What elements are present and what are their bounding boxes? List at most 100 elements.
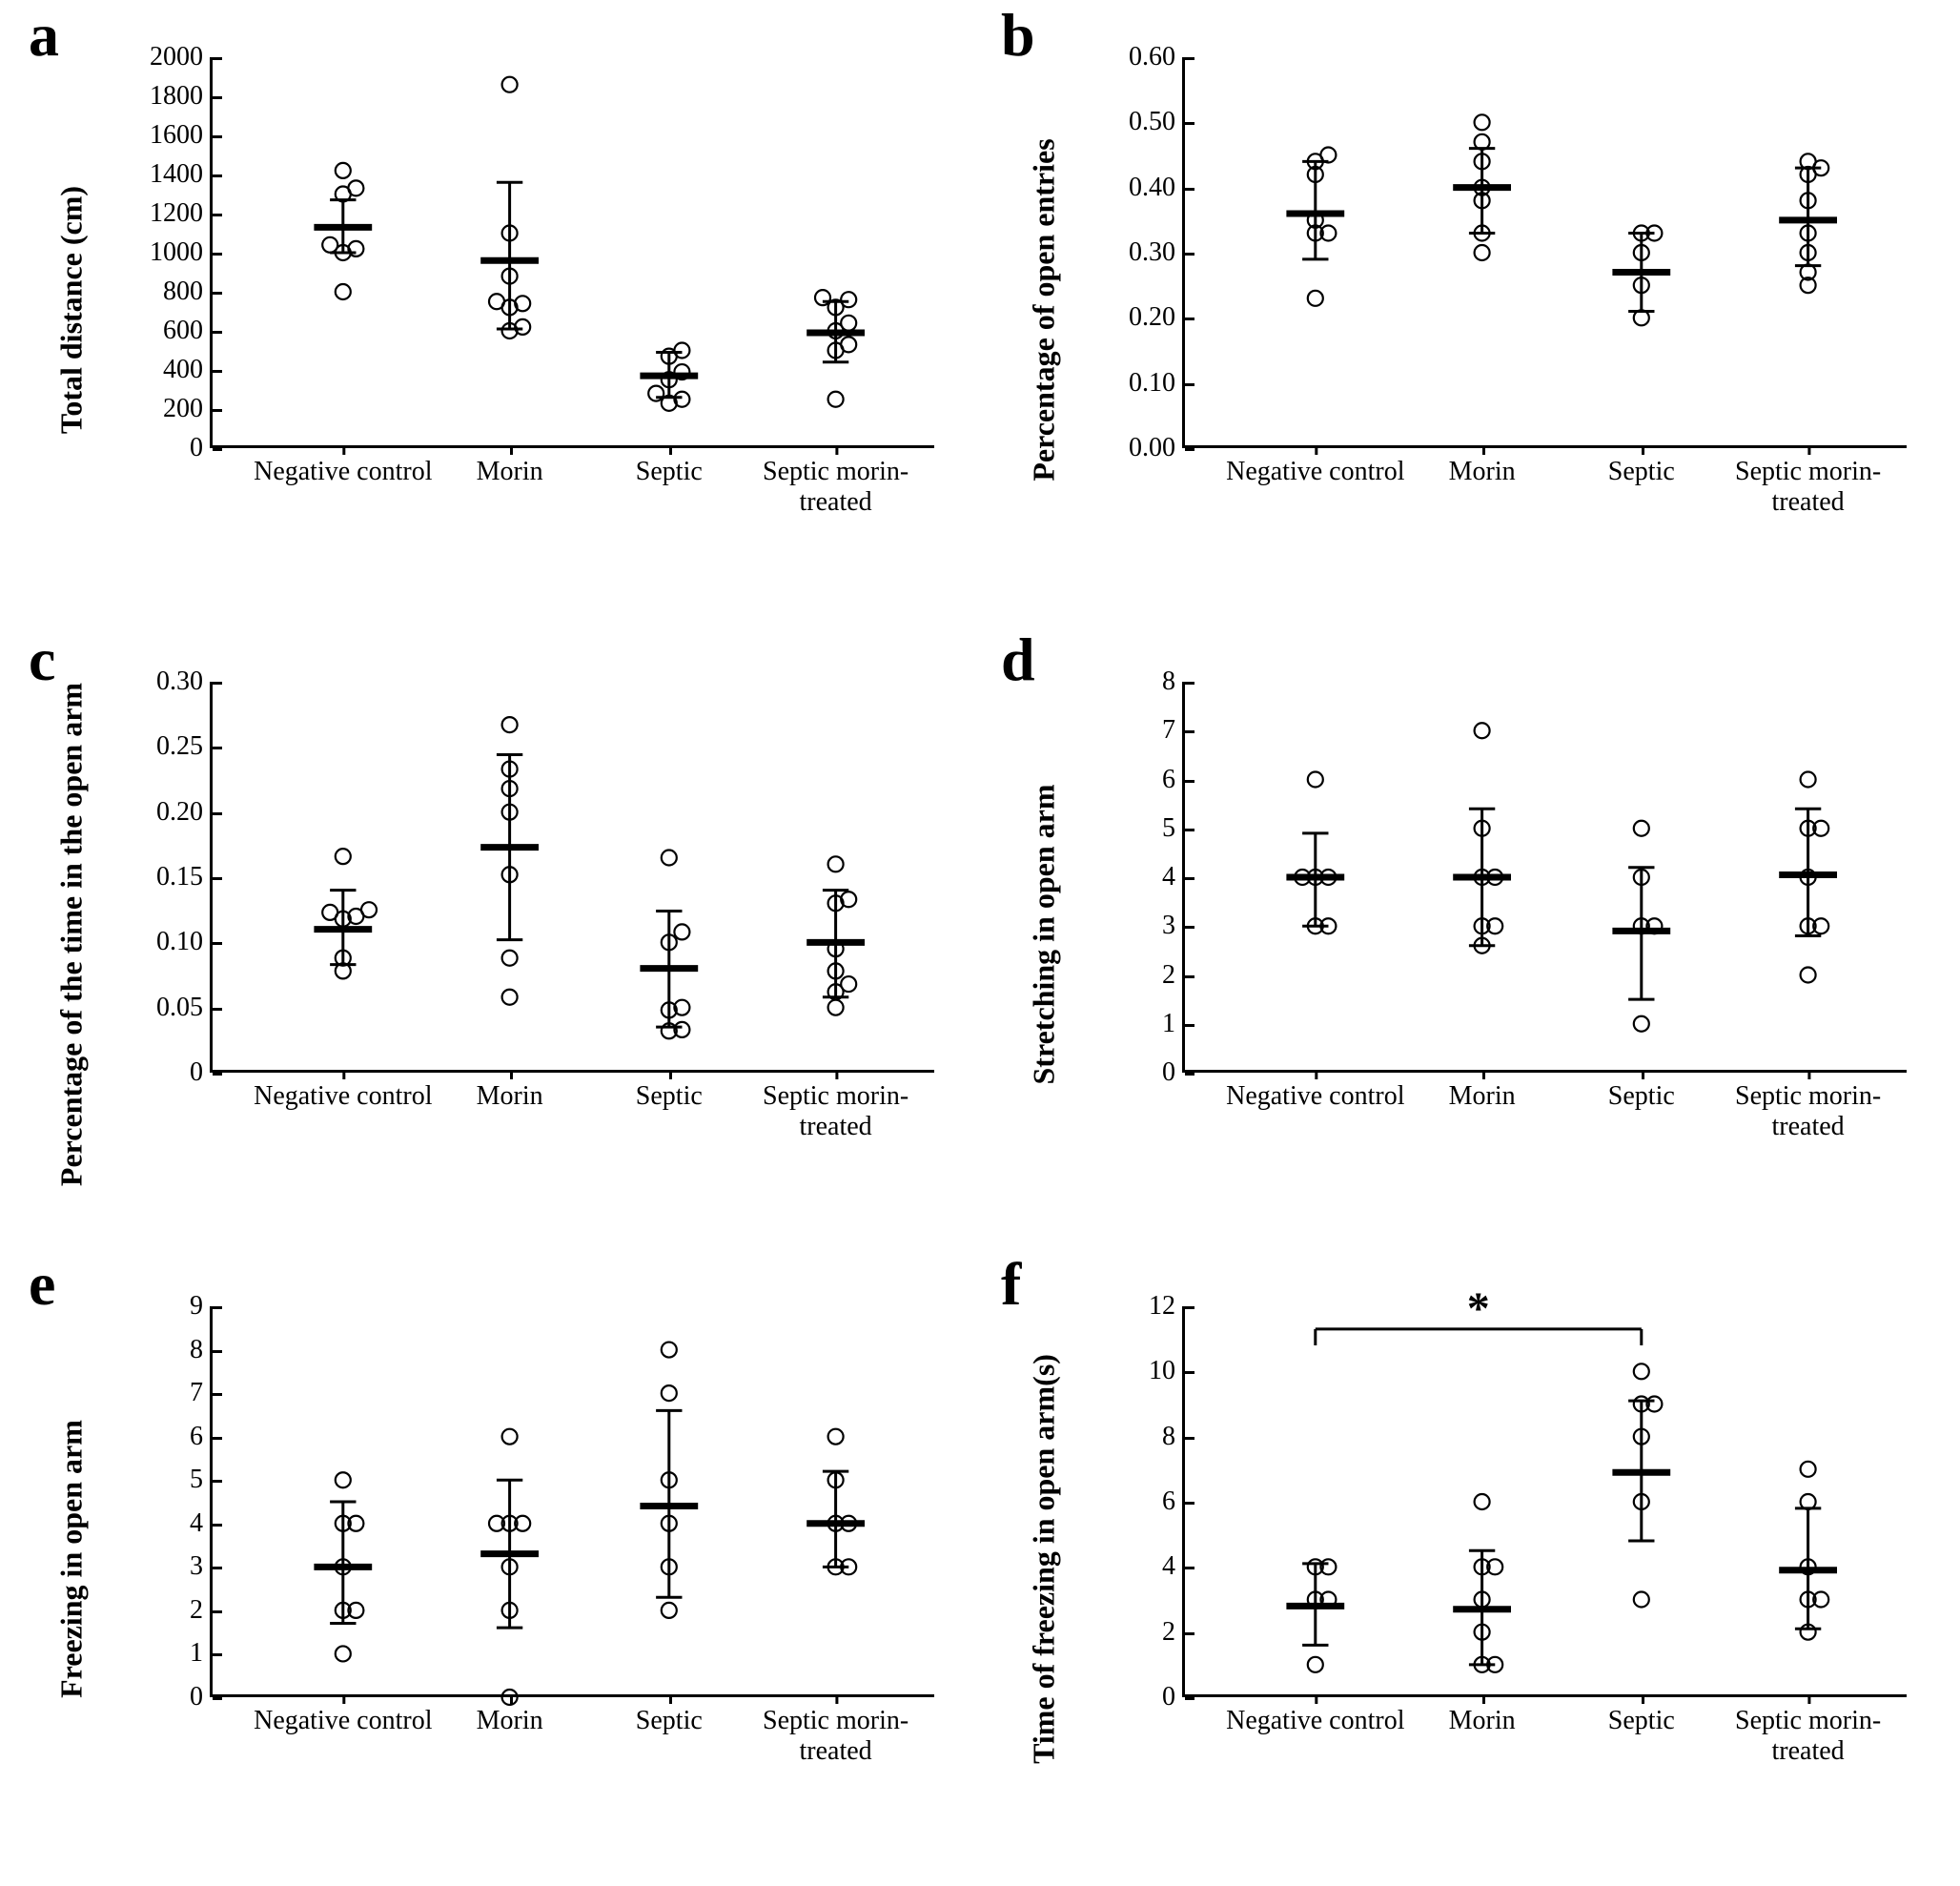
chart-svg bbox=[213, 1306, 937, 1697]
y-tick: 4 bbox=[190, 1508, 213, 1539]
data-point bbox=[322, 237, 337, 253]
y-tick: 6 bbox=[1162, 765, 1185, 795]
y-tick: 0.50 bbox=[1129, 107, 1185, 137]
y-tick: 2 bbox=[190, 1595, 213, 1626]
x-tick: Morin bbox=[1449, 1706, 1516, 1736]
plot-area: 00.050.100.150.200.250.30Negative contro… bbox=[210, 682, 934, 1073]
data-point bbox=[828, 1000, 844, 1015]
y-tick: 0.20 bbox=[1129, 302, 1185, 333]
x-tick: Septic bbox=[636, 457, 703, 487]
x-tick: Negative control bbox=[254, 1081, 432, 1112]
data-point bbox=[322, 905, 337, 920]
data-point bbox=[502, 990, 518, 1005]
x-tick: Negative control bbox=[1226, 457, 1404, 487]
x-tick: Negative control bbox=[254, 457, 432, 487]
data-point bbox=[828, 1429, 844, 1445]
data-point bbox=[361, 902, 377, 917]
panel-b: b0.000.100.200.300.400.500.60Negative co… bbox=[991, 10, 1945, 610]
plot-area: 024681012Negative controlMorinSepticSept… bbox=[1182, 1306, 1907, 1697]
data-point bbox=[674, 924, 689, 939]
x-tick: Septic morin- treated bbox=[763, 1081, 909, 1142]
y-tick: 0.40 bbox=[1129, 173, 1185, 203]
y-tick: 8 bbox=[1162, 666, 1185, 697]
y-tick: 12 bbox=[1149, 1291, 1185, 1322]
chart-svg bbox=[213, 57, 937, 448]
y-tick: 10 bbox=[1149, 1356, 1185, 1386]
chart-svg bbox=[1185, 682, 1909, 1073]
y-tick: 1000 bbox=[150, 237, 213, 268]
y-tick: 8 bbox=[190, 1335, 213, 1365]
y-tick: 0.30 bbox=[1129, 237, 1185, 268]
y-tick: 0 bbox=[190, 433, 213, 463]
data-point bbox=[336, 284, 351, 299]
data-point bbox=[336, 1472, 351, 1487]
y-tick: 200 bbox=[163, 394, 213, 424]
y-tick: 0.15 bbox=[156, 862, 213, 892]
data-point bbox=[828, 392, 844, 407]
x-tick: Septic morin- treated bbox=[763, 1706, 909, 1767]
y-tick: 1200 bbox=[150, 198, 213, 229]
x-tick: Septic bbox=[636, 1081, 703, 1112]
plot-area: 012345678Negative controlMorinSepticSept… bbox=[1182, 682, 1907, 1073]
y-tick: 7 bbox=[190, 1378, 213, 1408]
panel-label-b: b bbox=[1001, 0, 1035, 71]
y-tick: 2 bbox=[1162, 1617, 1185, 1648]
x-tick: Negative control bbox=[254, 1706, 432, 1736]
panel-label-f: f bbox=[1001, 1249, 1021, 1320]
panel-a: a0200400600800100012001400160018002000Ne… bbox=[19, 10, 972, 610]
panel-f: f024681012Negative controlMorinSepticSep… bbox=[991, 1259, 1945, 1859]
data-point bbox=[841, 316, 856, 331]
y-axis-label: Freezing in open arm bbox=[54, 1420, 90, 1698]
data-point bbox=[502, 717, 518, 732]
data-point bbox=[1475, 245, 1490, 260]
data-point bbox=[489, 294, 504, 309]
y-tick: 7 bbox=[1162, 715, 1185, 746]
x-tick: Septic morin- treated bbox=[1735, 457, 1881, 518]
data-point bbox=[674, 343, 689, 359]
data-point bbox=[1634, 821, 1649, 836]
data-point bbox=[1475, 1494, 1490, 1509]
y-tick: 1 bbox=[1162, 1009, 1185, 1039]
y-tick: 0.60 bbox=[1129, 42, 1185, 72]
data-point bbox=[1634, 1016, 1649, 1032]
x-tick: Septic morin- treated bbox=[1735, 1081, 1881, 1142]
y-tick: 3 bbox=[190, 1551, 213, 1582]
panel-d: d012345678Negative controlMorinSepticSep… bbox=[991, 634, 1945, 1235]
y-tick: 0 bbox=[1162, 1057, 1185, 1088]
y-tick: 2000 bbox=[150, 42, 213, 72]
significance-marker: * bbox=[1467, 1283, 1490, 1334]
data-point bbox=[502, 77, 518, 92]
y-tick: 1800 bbox=[150, 81, 213, 112]
data-point bbox=[662, 851, 677, 866]
plot-area: 0200400600800100012001400160018002000Neg… bbox=[210, 57, 934, 448]
panel-label-d: d bbox=[1001, 625, 1035, 695]
x-tick: Septic morin- treated bbox=[1735, 1706, 1881, 1767]
y-tick: 0.05 bbox=[156, 993, 213, 1023]
data-point bbox=[1308, 772, 1323, 788]
y-tick: 6 bbox=[190, 1422, 213, 1452]
y-tick: 9 bbox=[190, 1291, 213, 1322]
y-tick: 0.10 bbox=[1129, 368, 1185, 399]
data-point bbox=[502, 951, 518, 966]
y-tick: 0.25 bbox=[156, 731, 213, 762]
y-tick: 800 bbox=[163, 277, 213, 307]
y-tick: 2 bbox=[1162, 960, 1185, 991]
x-tick: Morin bbox=[477, 457, 543, 487]
y-tick: 5 bbox=[190, 1465, 213, 1495]
data-point bbox=[828, 856, 844, 871]
data-point bbox=[841, 337, 856, 352]
data-point bbox=[1634, 1592, 1649, 1608]
data-point bbox=[662, 1343, 677, 1358]
x-tick: Septic bbox=[1608, 1706, 1675, 1736]
data-point bbox=[1801, 968, 1816, 983]
y-tick: 0 bbox=[190, 1682, 213, 1712]
x-tick: Septic morin- treated bbox=[763, 457, 909, 518]
data-point bbox=[348, 180, 363, 195]
data-point bbox=[1634, 1363, 1649, 1379]
x-tick: Septic bbox=[1608, 1081, 1675, 1112]
y-tick: 1400 bbox=[150, 159, 213, 190]
y-tick: 1600 bbox=[150, 120, 213, 151]
chart-svg bbox=[1185, 57, 1909, 448]
data-point bbox=[1308, 1657, 1323, 1672]
y-tick: 0 bbox=[190, 1057, 213, 1088]
